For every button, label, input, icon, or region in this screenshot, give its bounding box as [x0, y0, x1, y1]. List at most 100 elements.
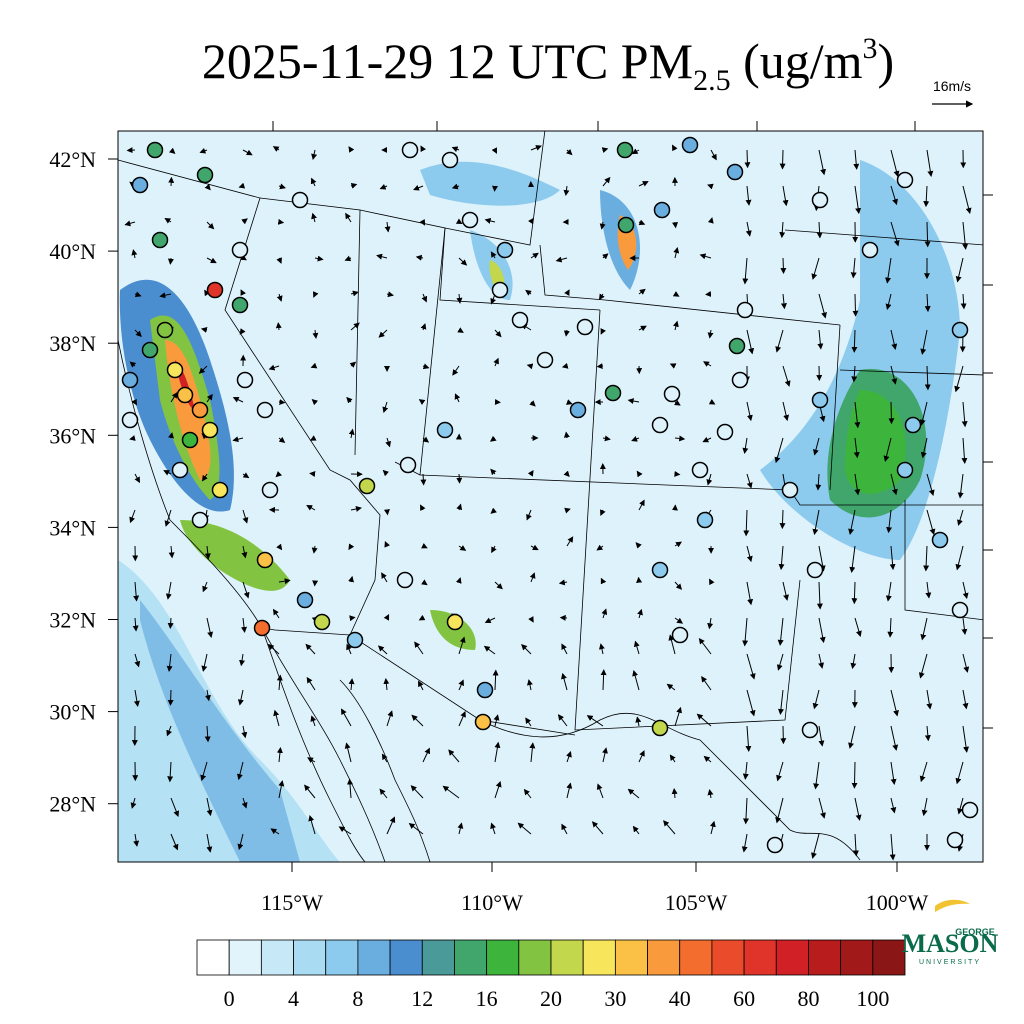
wind-arrow — [818, 149, 827, 176]
wind-arrow — [276, 746, 283, 763]
wind-arrow — [602, 435, 611, 442]
wind-arrow — [812, 437, 820, 456]
wind-arrow — [386, 291, 394, 298]
wind-arrow — [563, 431, 570, 439]
pollution-field — [180, 520, 290, 591]
lat-label: 42°N — [49, 147, 96, 172]
pollution-field — [140, 600, 300, 862]
wind-arrow — [420, 323, 427, 331]
wind-arrow — [850, 653, 857, 670]
wind-arrow — [344, 742, 352, 763]
wind-arrow — [961, 437, 968, 465]
wind-arrow — [631, 436, 640, 442]
wind-arrow — [815, 473, 822, 491]
wind-arrow — [955, 761, 964, 785]
wind-arrow — [702, 436, 712, 443]
wind-arrow — [272, 146, 280, 152]
wind-arrow — [746, 689, 756, 717]
wind-arrow — [710, 149, 717, 161]
wind-arrow — [200, 761, 208, 782]
station-marker — [461, 211, 479, 229]
wind-arrow — [746, 329, 755, 355]
wind-arrow — [419, 219, 426, 226]
wind-arrow — [601, 147, 609, 154]
wind-arrow — [382, 401, 389, 414]
wind-arrow — [854, 185, 862, 215]
station-marker — [653, 201, 671, 219]
wind-arrow — [776, 653, 784, 671]
wind-arrow — [673, 320, 679, 331]
wind-arrow — [489, 435, 497, 442]
lat-label: 40°N — [49, 239, 96, 264]
station-marker — [961, 801, 979, 819]
wind-arrow — [494, 741, 501, 763]
wind-arrow — [954, 365, 964, 393]
wind-arrow — [782, 401, 790, 422]
wind-arrow — [311, 212, 317, 223]
wind-arrow — [883, 437, 892, 462]
station-marker — [811, 191, 829, 209]
wind-arrow — [411, 714, 424, 727]
wind-arrow — [703, 755, 712, 763]
wind-arrow — [458, 679, 464, 691]
wind-arrow — [278, 399, 286, 406]
station-marker — [946, 831, 964, 849]
wind-arrow — [349, 361, 357, 368]
wind-arrow — [517, 822, 532, 835]
wind-arrow — [745, 221, 752, 237]
wind-arrow — [890, 329, 898, 350]
wind-arrow — [889, 545, 896, 571]
wind-arrow — [415, 254, 424, 261]
wind-arrow — [490, 507, 497, 514]
wind-arrow — [637, 608, 643, 619]
wind-arrow — [850, 257, 857, 279]
wind-arrow — [133, 689, 140, 707]
station-marker — [604, 384, 622, 402]
wind-arrow — [422, 363, 430, 370]
wind-arrow — [206, 393, 213, 403]
wind-arrow — [309, 471, 316, 477]
pollution-field — [118, 560, 340, 862]
wind-arrow — [483, 645, 496, 655]
wind-arrow — [490, 251, 497, 259]
wind-arrow — [206, 617, 214, 638]
wind-arrow — [202, 581, 208, 593]
wind-arrow — [674, 617, 684, 624]
station-marker — [181, 431, 199, 449]
station-marker — [399, 456, 417, 474]
wind-arrow — [919, 401, 928, 426]
wind-arrow — [348, 678, 355, 691]
wind-arrow — [848, 725, 856, 749]
wind-arrow — [638, 325, 647, 332]
logo-top: GEORGE — [955, 927, 995, 937]
wind-arrow — [385, 437, 392, 448]
colorbar-label: 4 — [288, 986, 299, 1011]
wind-arrow — [442, 785, 460, 799]
wind-arrow — [957, 473, 964, 499]
wind-arrow — [379, 183, 388, 190]
wind-arrow — [494, 780, 502, 799]
wind-arrow — [854, 473, 861, 496]
pollution-field — [420, 161, 560, 206]
station-marker — [436, 421, 454, 439]
colorbar-box — [486, 939, 520, 976]
wind-arrow — [383, 613, 390, 621]
wind-arrow — [526, 363, 534, 370]
wind-arrow — [454, 393, 461, 403]
wind-arrow — [920, 329, 928, 355]
wind-arrow — [885, 257, 892, 284]
wind-arrow — [561, 672, 568, 691]
colorbar-label: 60 — [733, 986, 755, 1011]
wind-arrow — [627, 788, 640, 799]
wind-arrow — [421, 542, 428, 549]
wind-arrow — [206, 257, 217, 264]
wind-arrow — [962, 185, 972, 214]
wind-arrow — [311, 545, 318, 554]
wind-arrow — [378, 329, 388, 338]
station-marker — [346, 631, 364, 649]
station-marker — [211, 481, 229, 499]
wind-arrow — [526, 509, 532, 521]
wind-arrow — [377, 645, 388, 655]
wind-arrow — [962, 725, 970, 753]
colorbar-box — [260, 939, 294, 976]
